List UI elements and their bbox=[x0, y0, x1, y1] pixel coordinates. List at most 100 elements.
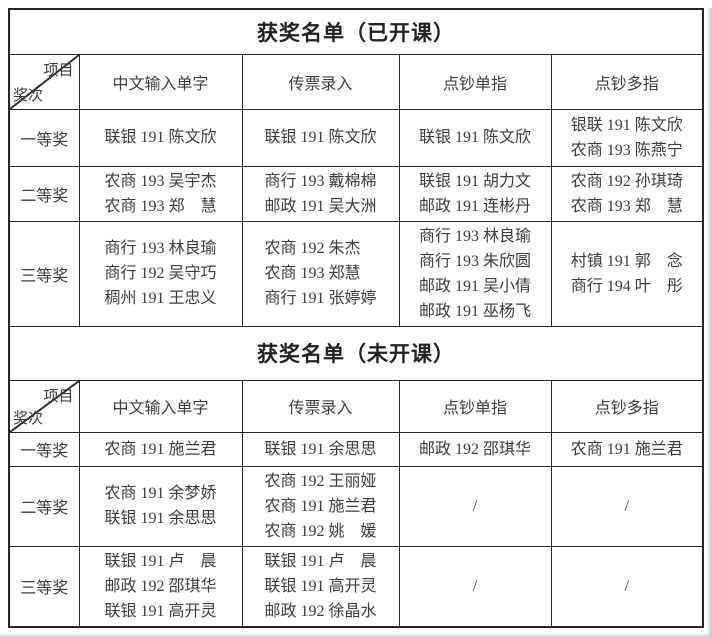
winner-entry: 农商 192 王丽娅 bbox=[264, 472, 377, 490]
table-row: 三等奖 商行 193 林良瑜 商行 192 吴守巧 稠州 191 王忠义 农商 … bbox=[8, 220, 704, 327]
column-header-voucher-entry: 传票录入 bbox=[241, 53, 400, 110]
winner-entry: 联银 191 陈文欣 bbox=[418, 129, 531, 146]
award-list-table: 获奖名单（已开课） 项目 奖次 中文输入单字 传票录入 点钞单指 点钞多指 一等… bbox=[8, 8, 705, 628]
winner-cell: 联银 191 胡力文 邮政 191 连彬丹 bbox=[398, 165, 552, 222]
no-winner-cell: / bbox=[550, 465, 704, 547]
winner-cell: 商行 193 林良瑜 商行 192 吴守巧 稠州 191 王忠义 bbox=[78, 220, 243, 327]
winner-cell: 农商 192 朱杰 农商 193 郑慧 商行 191 张婷婷 bbox=[241, 220, 400, 327]
winner-cell: 联银 191 余思思 bbox=[241, 431, 400, 467]
table-row: 二等奖 农商 191 余梦娇 联银 191 余思思 农商 192 王丽娅 农商 … bbox=[8, 465, 704, 547]
winner-cell: 农商 192 孙琪琦 农商 193 郑 慧 bbox=[550, 165, 704, 222]
table-row: 二等奖 农商 193 吴宇杰 农商 193 郑 慧 商行 193 戴棉棉 邮政 … bbox=[8, 165, 704, 222]
page-edge-shadow-right bbox=[707, 8, 712, 638]
winner-cell: 农商 193 吴宇杰 农商 193 郑 慧 bbox=[78, 165, 243, 222]
table-row: 三等奖 联银 191 卢 晨 邮政 192 邵琪华 联银 191 高开灵 联银 … bbox=[8, 545, 704, 627]
no-winner-mark: / bbox=[472, 497, 478, 515]
winner-cell: 邮政 192 邵琪华 bbox=[398, 431, 552, 467]
winner-entry: 农商 193 郑慧 bbox=[264, 265, 361, 282]
winner-cell: 银联 191 陈文欣 农商 193 陈燕宁 bbox=[550, 108, 704, 167]
winner-entry: 联银 191 陈文欣 bbox=[104, 129, 217, 146]
winner-entry: 农商 193 吴宇杰 bbox=[104, 172, 217, 190]
winner-entry: 邮政 191 巫杨飞 bbox=[418, 302, 531, 320]
winner-entry: 农商 193 郑 慧 bbox=[104, 197, 217, 215]
winner-cell: 农商 192 王丽娅 农商 191 施兰君 农商 192 姚 媛 bbox=[241, 465, 400, 547]
column-header-voucher-entry: 传票录入 bbox=[241, 379, 400, 433]
winner-cell: 农商 191 施兰君 bbox=[550, 431, 704, 467]
winner-cell: 商行 193 戴棉棉 邮政 191 吴大洲 bbox=[241, 165, 400, 222]
award-rank-cell: 二等奖 bbox=[8, 165, 80, 222]
winner-entry: 农商 193 陈燕宁 bbox=[570, 141, 683, 159]
corner-label-rank: 奖次 bbox=[13, 410, 44, 427]
winner-entry: 邮政 192 邵琪华 bbox=[104, 577, 217, 595]
column-header-multi-finger: 点钞多指 bbox=[550, 379, 704, 433]
winner-entry: 邮政 191 吴小倩 bbox=[418, 277, 531, 295]
table-title-opened: 获奖名单（已开课） bbox=[8, 8, 704, 55]
winner-cell: 商行 193 林良瑜 商行 193 朱欣圆 邮政 191 吴小倩 邮政 191 … bbox=[398, 220, 552, 327]
winner-entry: 农商 192 孙琪琦 bbox=[570, 172, 683, 190]
winner-entry: 农商 191 余梦娇 bbox=[104, 485, 217, 502]
award-rank-cell: 三等奖 bbox=[8, 220, 80, 327]
winner-entry: 农商 191 施兰君 bbox=[570, 440, 683, 458]
page: { "page": { "background": "#ffffff", "te… bbox=[0, 8, 712, 638]
winner-cell: 农商 191 施兰君 bbox=[78, 431, 243, 467]
corner-inner: 项目 奖次 bbox=[10, 55, 78, 108]
winner-entry: 商行 193 林良瑜 bbox=[104, 240, 217, 257]
column-header-multi-finger: 点钞多指 bbox=[550, 53, 704, 110]
winner-entry: 邮政 191 连彬丹 bbox=[418, 197, 531, 215]
corner-label-project: 项目 bbox=[43, 62, 74, 79]
winner-entry: 商行 191 张婷婷 bbox=[264, 290, 377, 307]
winner-cell: 联银 191 陈文欣 bbox=[241, 108, 400, 167]
diagonal-divider bbox=[10, 55, 78, 108]
diagonal-divider bbox=[10, 381, 78, 431]
no-winner-mark: / bbox=[624, 497, 629, 515]
page-edge-shadow-bottom bbox=[0, 633, 712, 638]
winner-cell: 联银 191 陈文欣 bbox=[398, 108, 552, 167]
winner-cell: 农商 191 余梦娇 联银 191 余思思 bbox=[78, 465, 243, 547]
winner-entry: 农商 192 朱杰 bbox=[264, 240, 361, 257]
winner-entry: 农商 191 施兰君 bbox=[104, 440, 217, 458]
winner-entry: 联银 191 高开灵 bbox=[104, 602, 217, 620]
corner-header-cell: 项目 奖次 bbox=[8, 379, 80, 433]
winner-cell: 联银 191 卢 晨 联银 191 高开灵 邮政 192 徐晶水 bbox=[241, 545, 400, 627]
table-row: 一等奖 联银 191 陈文欣 联银 191 陈文欣 联银 191 陈文欣 银联 … bbox=[8, 108, 704, 167]
winner-entry: 商行 192 吴守巧 bbox=[104, 265, 217, 282]
table-title-not-opened: 获奖名单（未开课） bbox=[8, 325, 704, 381]
winner-entry: 联银 191 陈文欣 bbox=[264, 129, 377, 146]
award-rank-cell: 一等奖 bbox=[8, 431, 80, 467]
table-header-row: 项目 奖次 中文输入单字 传票录入 点钞单指 点钞多指 bbox=[8, 379, 704, 433]
no-winner-cell: / bbox=[550, 545, 704, 627]
table-row: 获奖名单（已开课） bbox=[8, 8, 704, 55]
table-row: 一等奖 农商 191 施兰君 联银 191 余思思 邮政 192 邵琪华 农商 … bbox=[8, 431, 704, 467]
no-winner-mark: / bbox=[624, 577, 629, 595]
award-rank-cell: 三等奖 bbox=[8, 545, 80, 627]
winner-entry: 联银 191 胡力文 bbox=[418, 172, 531, 190]
winner-entry: 商行 194 叶 彤 bbox=[570, 277, 683, 295]
winner-entry: 邮政 192 徐晶水 bbox=[264, 602, 377, 620]
corner-label-rank: 奖次 bbox=[13, 87, 44, 104]
column-header-single-finger: 点钞单指 bbox=[398, 53, 552, 110]
winner-cell: 联银 191 陈文欣 bbox=[78, 108, 243, 167]
winner-entry: 联银 191 高开灵 bbox=[264, 577, 377, 595]
winner-entry: 联银 191 卢 晨 bbox=[104, 552, 217, 570]
table-header-row: 项目 奖次 中文输入单字 传票录入 点钞单指 点钞多指 bbox=[8, 53, 704, 110]
winner-entry: 村镇 191 郭 念 bbox=[570, 252, 683, 270]
winner-entry: 联银 191 余思思 bbox=[104, 510, 217, 527]
award-rank-cell: 二等奖 bbox=[8, 465, 80, 547]
no-winner-cell: / bbox=[398, 465, 552, 547]
no-winner-cell: / bbox=[398, 545, 552, 627]
winner-entry: 农商 192 姚 媛 bbox=[264, 522, 377, 540]
winner-entry: 稠州 191 王忠义 bbox=[104, 290, 217, 307]
winner-entry: 商行 193 戴棉棉 bbox=[264, 172, 377, 190]
corner-inner: 项目 奖次 bbox=[10, 381, 78, 431]
winner-entry: 联银 191 余思思 bbox=[264, 440, 377, 458]
corner-header-cell: 项目 奖次 bbox=[8, 53, 80, 110]
winner-entry: 商行 193 林良瑜 bbox=[418, 227, 531, 245]
column-header-chinese-input: 中文输入单字 bbox=[78, 379, 243, 433]
winner-entry: 农商 193 郑 慧 bbox=[570, 197, 683, 215]
winner-entry: 邮政 191 吴大洲 bbox=[264, 197, 377, 215]
no-winner-mark: / bbox=[472, 577, 478, 595]
corner-label-project: 项目 bbox=[43, 388, 74, 405]
winner-entry: 农商 191 施兰君 bbox=[264, 497, 377, 515]
winner-entry: 商行 193 朱欣圆 bbox=[418, 252, 531, 270]
winner-entry: 邮政 192 邵琪华 bbox=[418, 440, 531, 458]
